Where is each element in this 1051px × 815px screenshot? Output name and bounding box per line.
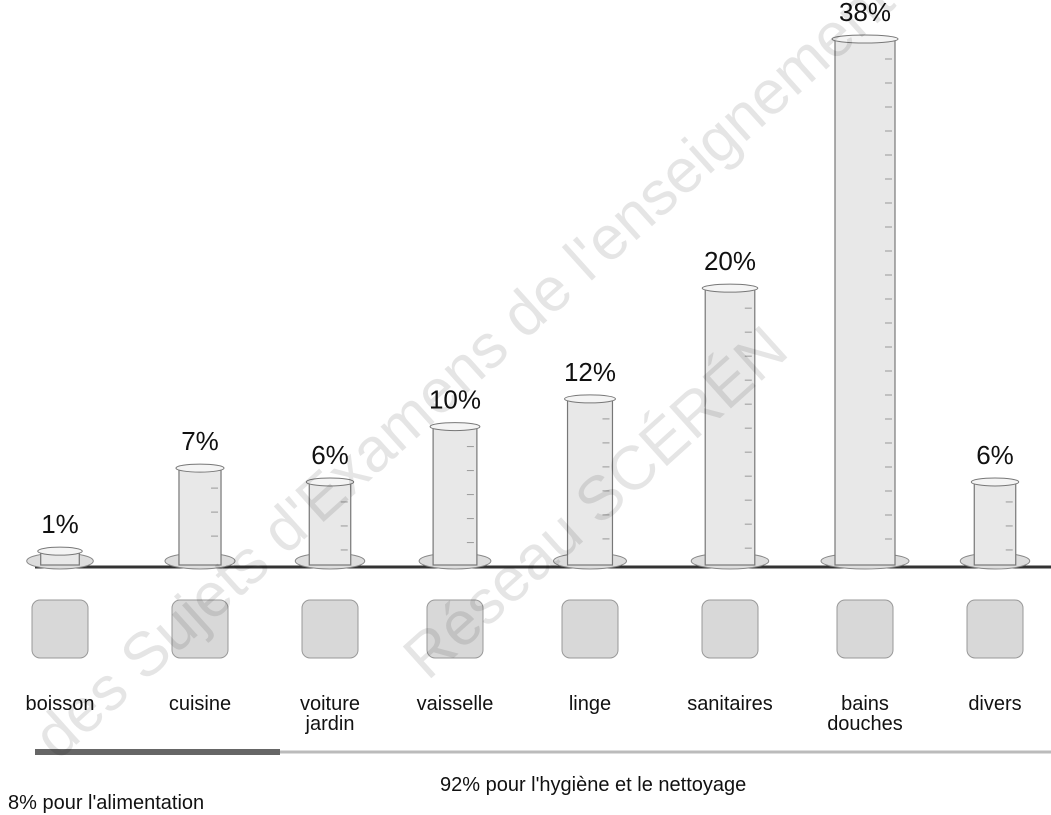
category-label: voiture jardin xyxy=(265,694,395,734)
category-label: sanitaires xyxy=(665,694,795,714)
chart: 1%7%6%10%12%20%38%6% 8% pour l'alimentat… xyxy=(0,0,1051,815)
category-label: cuisine xyxy=(135,694,265,714)
chart-canvas: 1%7%6%10%12%20%38%6% xyxy=(0,0,1051,815)
value-label: 6% xyxy=(976,440,1014,470)
value-label: 7% xyxy=(181,426,219,456)
category-label: linge xyxy=(525,694,655,714)
category-label: divers xyxy=(930,694,1051,714)
cylinder xyxy=(433,427,477,565)
cylinder-rim xyxy=(971,478,1018,486)
icon xyxy=(967,600,1023,658)
icon xyxy=(32,600,88,658)
group-label: 92% pour l'hygiène et le nettoyage xyxy=(440,774,746,797)
cylinder xyxy=(835,39,895,565)
value-label: 20% xyxy=(704,246,756,276)
category-label: boisson xyxy=(0,694,125,714)
cylinder-rim xyxy=(176,464,224,472)
cylinder-rim xyxy=(565,395,616,403)
category-label: vaisselle xyxy=(390,694,520,714)
value-label: 12% xyxy=(564,357,616,387)
icon xyxy=(702,600,758,658)
cylinder-rim xyxy=(702,284,758,292)
category-label: bains douches xyxy=(800,694,930,734)
cylinder-rim xyxy=(38,547,83,555)
group-label: 8% pour l'alimentation xyxy=(8,792,204,815)
cylinder xyxy=(974,482,1015,565)
icon xyxy=(302,600,358,658)
icon xyxy=(837,600,893,658)
value-label: 1% xyxy=(41,509,79,539)
icon xyxy=(562,600,618,658)
